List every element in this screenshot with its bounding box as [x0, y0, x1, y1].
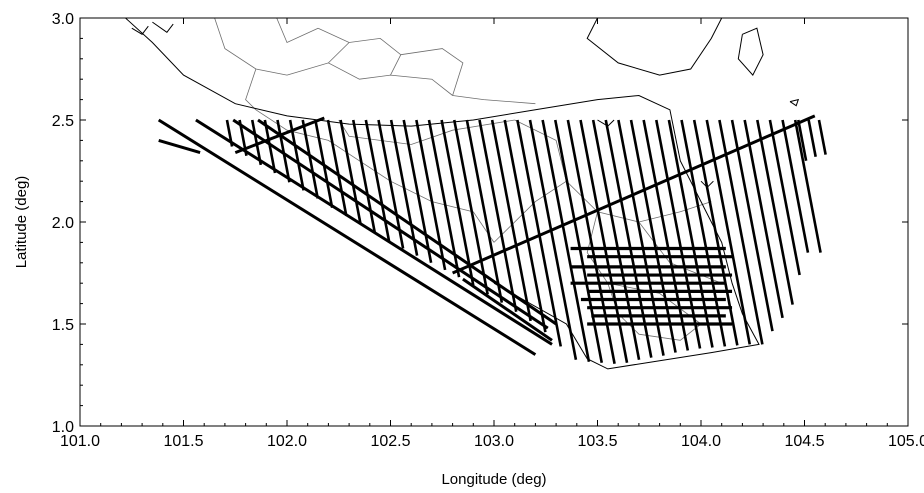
diagonal-track — [591, 119, 641, 360]
diagonal-track — [440, 119, 475, 286]
diagonal-track — [478, 119, 518, 313]
long-track — [195, 118, 553, 346]
boundary-line — [328, 42, 350, 64]
boundary-line — [338, 119, 515, 145]
x-tick-label: 103.0 — [474, 433, 514, 450]
coastline — [125, 18, 760, 370]
boundary-line — [317, 27, 402, 76]
x-tick-label: 103.5 — [577, 433, 617, 450]
x-tick-label: 104.0 — [681, 433, 721, 450]
coastline — [586, 18, 723, 76]
y-tick-label: 2.5 — [52, 113, 74, 130]
diagonal-track — [503, 119, 547, 333]
diagonal-track — [768, 119, 801, 276]
x-tick-label: 102.5 — [370, 433, 410, 450]
diagonal-track — [301, 119, 320, 199]
long-track — [158, 138, 201, 155]
boundary-line — [400, 48, 464, 96]
x-tick-label: 101.5 — [163, 433, 203, 450]
plot-background — [80, 18, 908, 426]
diagonal-track — [250, 119, 263, 166]
diagonal-track — [793, 119, 822, 253]
diagonal-track — [516, 119, 563, 347]
long-track — [234, 116, 325, 154]
coastline — [789, 98, 800, 107]
diagonal-track — [781, 119, 810, 253]
short-track — [817, 119, 827, 155]
diagonal-track — [427, 119, 461, 278]
diagonal-track — [642, 119, 690, 351]
diagonal-track — [528, 119, 578, 360]
coastline — [737, 27, 764, 76]
boundary-line — [214, 18, 288, 76]
boundary-line — [255, 109, 391, 182]
boundary-line — [390, 180, 495, 243]
coastline — [152, 21, 174, 33]
diagonal-track — [730, 119, 774, 332]
axis-layer: 101.0 101.5 102.0 102.5 103.0 103.5 104.0 104.5… — [52, 11, 924, 450]
diagonal-track — [718, 119, 764, 345]
diagonal-track — [655, 119, 702, 349]
long-track — [232, 118, 549, 330]
y-tick-label: 3.0 — [52, 11, 74, 28]
diagonal-track — [263, 119, 277, 174]
diagonal-track — [389, 119, 419, 256]
diagonal-track — [629, 119, 677, 353]
diagonal-track — [452, 119, 489, 295]
boundary-line — [276, 18, 319, 44]
x-tick-label: 104.5 — [784, 433, 824, 450]
long-track — [462, 277, 553, 342]
y-axis-label: Latitude (deg) — [13, 176, 30, 269]
x-tick-label: 102.0 — [267, 433, 307, 450]
diagonal-track — [326, 119, 348, 217]
diagonal-track — [276, 119, 291, 183]
diagonal-track — [553, 119, 604, 364]
y-tick-label: 1.0 — [52, 419, 74, 436]
diagonal-track — [756, 119, 794, 305]
boundary-line — [286, 62, 453, 96]
diagonal-track — [402, 119, 433, 264]
diagonal-track — [490, 119, 532, 322]
long-track — [452, 114, 816, 275]
boundary-line — [452, 95, 536, 105]
x-tick-label: 105.0 — [888, 433, 924, 450]
x-axis-label: Longitude (deg) — [441, 471, 546, 488]
diagonal-track — [579, 119, 629, 364]
long-track — [257, 118, 557, 326]
diagonal-track — [667, 119, 714, 348]
boundary-line — [245, 68, 257, 111]
track-layer — [157, 114, 827, 365]
diagonal-track — [705, 119, 752, 345]
y-tick-label: 2.0 — [52, 215, 74, 232]
diagonal-track — [351, 119, 376, 233]
diagonal-track — [377, 119, 405, 249]
short-track — [797, 119, 808, 162]
diagonal-track — [743, 119, 784, 319]
coastline — [131, 25, 149, 35]
diagonal-track — [465, 119, 504, 303]
diagonal-track — [541, 119, 591, 362]
x-tick-label: 101.0 — [60, 433, 100, 450]
coastline-layer — [125, 18, 800, 370]
diagonal-track — [339, 119, 362, 225]
y-tick-label: 1.5 — [52, 317, 74, 334]
long-track — [157, 118, 537, 356]
short-track — [807, 119, 817, 157]
diagonal-track — [604, 119, 653, 358]
